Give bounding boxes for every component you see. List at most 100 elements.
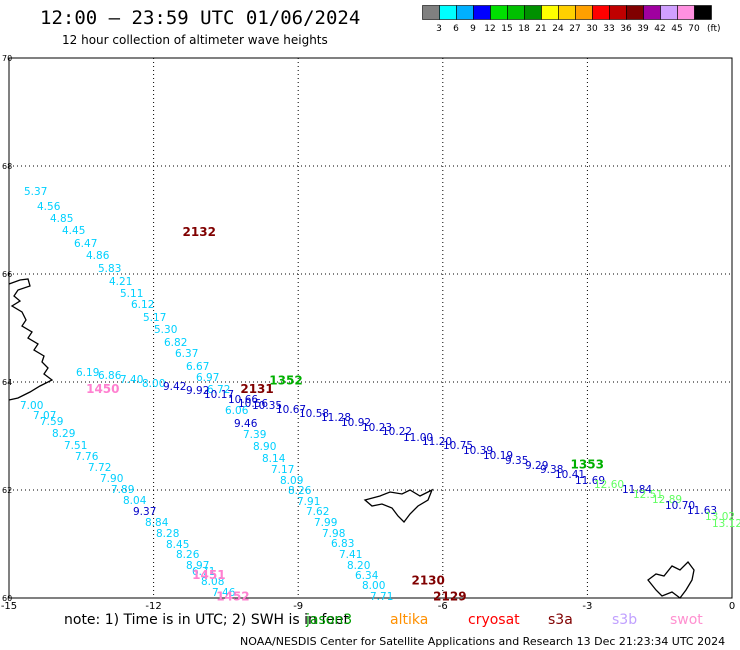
wave-height-value: 6.19 [76,367,99,379]
wave-height-value: 4.56 [37,201,61,213]
wave-height-value: 10.19 [483,450,513,462]
wave-height-value: 10.39 [463,445,493,457]
lon-tick-label: -9 [293,601,303,612]
wave-height-value: 8.29 [52,428,75,440]
wave-height-value: 6.12 [131,299,154,311]
wave-height-value: 8.08 [201,576,224,588]
wave-height-value: 7.59 [40,416,63,428]
wave-height-value: 10.75 [443,440,473,452]
wave-height-value: 4.45 [62,225,85,237]
wave-height-value: 12.89 [652,494,682,506]
wave-height-value: 6.71 [192,566,215,578]
wave-height-value: 6.72 [207,384,230,396]
wave-height-value: 6.67 [186,361,209,373]
wave-height-value: 8.45 [166,539,189,551]
wave-height-value: 8.00 [142,378,165,390]
wave-height-value: 8.26 [288,485,312,497]
legend-label: 27 [569,24,580,34]
wave-height-value: 6.82 [164,337,187,349]
wave-height-value: 7.07 [33,410,56,422]
wave-height-value: 13.02 [705,511,735,523]
pass-time-label: 1452 [216,590,249,604]
wave-height-value: 10.67 [276,404,306,416]
coastline [363,488,434,523]
wave-height-value: 7.90 [100,473,123,485]
wave-height-value: 7.89 [111,484,134,496]
legend-label: 42 [654,24,665,34]
wave-height-value: 7.17 [271,464,294,476]
wave-height-value: 5.11 [120,288,143,300]
legend-label: 24 [552,24,564,34]
wave-height-value: 11.20 [422,436,452,448]
pass-time-label: 2129 [433,590,466,604]
wave-height-value: 13.12 [712,518,740,530]
wave-height-value: 6.34 [355,570,379,582]
wave-height-value: 10.92 [341,417,371,429]
legend-label: 3 [436,24,442,34]
wave-height-value: 8.26 [176,549,200,561]
wave-height-value: 8.00 [362,580,385,592]
wave-height-value: 7.46 [212,587,236,599]
wave-height-value: 6.86 [98,370,122,382]
wave-height-value: 8.90 [253,441,276,453]
note-text: note: 1) Time is in UTC; 2) SWH is in fe… [64,612,350,628]
wave-height-value: 8.20 [347,560,370,572]
page-subtitle: 12 hour collection of altimeter wave hei… [62,33,328,47]
lon-tick-label: -12 [145,601,161,612]
wave-height-value: 4.21 [109,276,132,288]
legend-label: 18 [518,24,530,34]
wave-height-value: 9.29 [525,460,548,472]
wave-height-value: 10.70 [665,500,695,512]
wave-height-value: 7.71 [370,591,393,603]
wave-height-value: 4.86 [86,250,110,262]
wave-height-value: 8.97 [186,560,209,572]
wave-height-value: 5.37 [24,186,47,198]
pass-time-label: 2132 [183,225,216,239]
wave-height-value: 5.17 [143,312,166,324]
mission-label-cryosat: cryosat [468,612,520,628]
wave-height-value: 11.69 [575,475,605,487]
lat-tick-label: 60 [2,594,12,603]
wave-height-value: 7.76 [75,451,99,463]
lat-tick-label: 66 [2,270,12,279]
wave-height-value: 11.00 [403,432,433,444]
pass-time-label: 1353 [571,457,604,471]
legend-label: 70 [688,24,700,34]
mission-label-s3b: s3b [612,612,638,628]
footer-credit: NOAA/NESDIS Center for Satellite Applica… [240,635,726,648]
wave-height-value: 10.17 [204,389,234,401]
pass-time-label: 1352 [269,374,302,388]
wave-height-value: 8.14 [262,453,286,465]
wave-height-value: 9.42 [163,381,186,393]
wave-height-value: 6.37 [175,348,198,360]
wave-height-value: 8.28 [156,528,179,540]
map-plot: 70 68 66 64 62 60-15 -12 -9 -6 -3 0 5.37 4.564.854.4… [1,54,740,612]
legend-label: 6 [453,24,459,34]
mission-label-s3a: s3a [548,612,573,628]
wave-height-value: 6.06 [225,405,249,417]
page-title: 12:00 — 23:59 UTC 01/06/2024 [40,7,361,29]
map-frame [8,57,733,599]
wave-height-value: 10.41 [555,469,585,481]
mission-label-altika: altika [390,612,429,628]
pass-time-label: 2130 [411,574,444,588]
wave-height-value: 11.63 [687,505,717,517]
wave-height-value: 11.84 [622,484,652,496]
mission-label-jason3: jason3 [306,612,353,628]
wave-height-value: 6.47 [74,238,97,250]
wave-height-value: 5.30 [154,324,177,336]
legend-label: 12 [484,24,495,34]
wave-height-value: 9.35 [505,455,528,467]
wave-height-value: 10.23 [362,422,392,434]
legend-label: 33 [603,24,614,34]
legend-label: 39 [637,24,649,34]
mission-label-swot: swot [670,612,703,628]
wave-height-value: 7.00 [20,400,43,412]
wave-height-value: 6.97 [196,372,219,384]
wave-height-value: 9.46 [234,418,258,430]
wave-height-value: 12.60 [594,479,624,491]
coastline [647,561,695,599]
wave-height-value: 5.83 [98,263,121,275]
wave-height-value: 7.40 [120,374,143,386]
wave-height-value: 7.41 [339,549,362,561]
